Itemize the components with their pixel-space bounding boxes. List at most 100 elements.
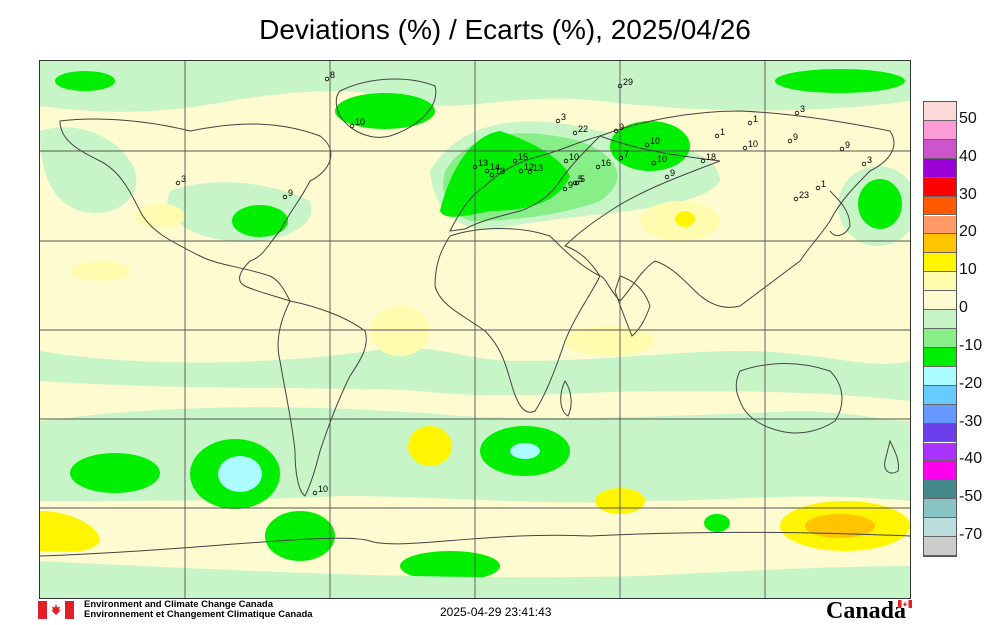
map-title: Deviations (%) / Ecarts (%), 2025/04/26 [259,14,751,45]
station-marker [489,172,495,178]
legend-swatch [924,310,956,329]
field-arctic-ne-green [55,71,115,91]
field-s-pacific-green [70,453,160,493]
legend-swatch [924,423,956,443]
graticule [40,61,910,598]
field-siberia-green [775,69,905,93]
station-value-label: 9 [845,140,850,150]
station-value-label: 5 [578,174,583,184]
legend-swatch [924,177,956,197]
station-value-label: 10 [355,117,365,127]
station-marker [175,180,181,186]
station-value-label: 9 [670,168,675,178]
station-marker [861,161,867,167]
station-marker [572,180,578,186]
legend-swatch [924,480,956,500]
station-marker [794,110,800,116]
station-value-label: 12 [524,162,534,172]
station-marker [742,145,748,151]
legend-swatch [924,291,956,311]
department-name-fr: Environnement et Changement Climatique C… [84,609,313,620]
station-marker [324,76,330,82]
station-value-label: 9 [288,188,293,198]
station-marker [562,186,568,192]
legend-swatch [924,253,956,273]
field-russia-strong [610,121,690,171]
station-marker [472,164,478,170]
legend-swatch [924,272,956,292]
station-value-label: 9 [568,180,573,190]
station-marker [518,168,524,174]
wordmark-flag-icon [898,600,912,608]
station-marker [839,146,845,152]
station-value-label: 1 [720,127,725,137]
station-value-label: 3 [561,112,566,122]
legend-tick-label: -40 [959,450,983,468]
canada-flag-icon [38,601,74,619]
field-indian-ocean-yellow [565,326,655,356]
station-marker [512,158,518,164]
legend-swatch [924,366,956,386]
legend-swatch [924,158,956,178]
legend-swatch [924,461,956,481]
station-value-label: 1 [821,179,826,189]
station-value-label: 29 [623,77,633,87]
station-marker [664,174,670,180]
station-marker [563,158,569,164]
station-marker [618,155,624,161]
field-antarctic-yellow-w [40,511,100,552]
legend-swatch [924,404,956,424]
legend-swatch [924,329,956,348]
station-marker [555,118,561,124]
legend-tick-label: -30 [959,412,983,430]
field-na-west [40,127,137,213]
station-value-label: 3 [867,155,872,165]
field-sa-east-yellow [370,306,430,356]
station-value-label: 7 [624,149,629,159]
station-marker [527,169,533,175]
color-legend [923,101,957,557]
deviation-map: 8 10 29 3 22 9 10 1 1 9 3 9 3 13 14 18 15 12 13 10 16 7 10 9 18 1… [39,60,911,599]
station-marker [312,490,318,496]
field-antarctic-orange-e [805,514,875,538]
station-value-label: 9 [619,122,624,132]
station-marker [700,158,706,164]
field-europe-strong [440,131,570,217]
station-value-label: 9 [793,132,798,142]
legend-swatch [924,499,956,519]
station-value-label: 10 [318,484,328,494]
station-marker [617,83,623,89]
field-s-indian-green [704,514,730,532]
field-na-east-green [232,205,288,237]
station-marker [793,196,799,202]
legend-swatch [924,102,956,121]
legend-swatch [924,518,956,538]
station-marker [282,194,288,200]
legend-tick-label: -20 [959,374,983,392]
station-value-label: 18 [706,152,716,162]
station-value-label: 3 [181,174,186,184]
legend-swatch [924,442,956,462]
station-marker [349,123,355,129]
field-japan-strong [858,179,902,229]
station-value-label: 13 [478,158,488,168]
station-marker [484,168,490,174]
generation-timestamp: 2025-04-29 23:41:43 [440,605,552,619]
station-value-label: 1 [753,114,758,124]
legend-tick-label: 40 [959,147,977,165]
legend-swatch [924,234,956,254]
legend-swatch [924,347,956,367]
legend-swatch [924,537,956,556]
station-value-label: 13 [533,163,543,173]
canada-wordmark: Canada [826,598,907,624]
legend-swatch [924,196,956,216]
legend-tick-label: 30 [959,185,977,203]
field-s-atlantic-yellow [408,426,452,466]
legend-tick-label: 0 [959,299,968,317]
station-value-label: 22 [578,124,588,134]
station-value-label: 5 [580,174,585,184]
legend-tick-label: 10 [959,261,977,279]
legend-tick-label: 50 [959,109,977,127]
legend-tick-label: -50 [959,488,983,506]
